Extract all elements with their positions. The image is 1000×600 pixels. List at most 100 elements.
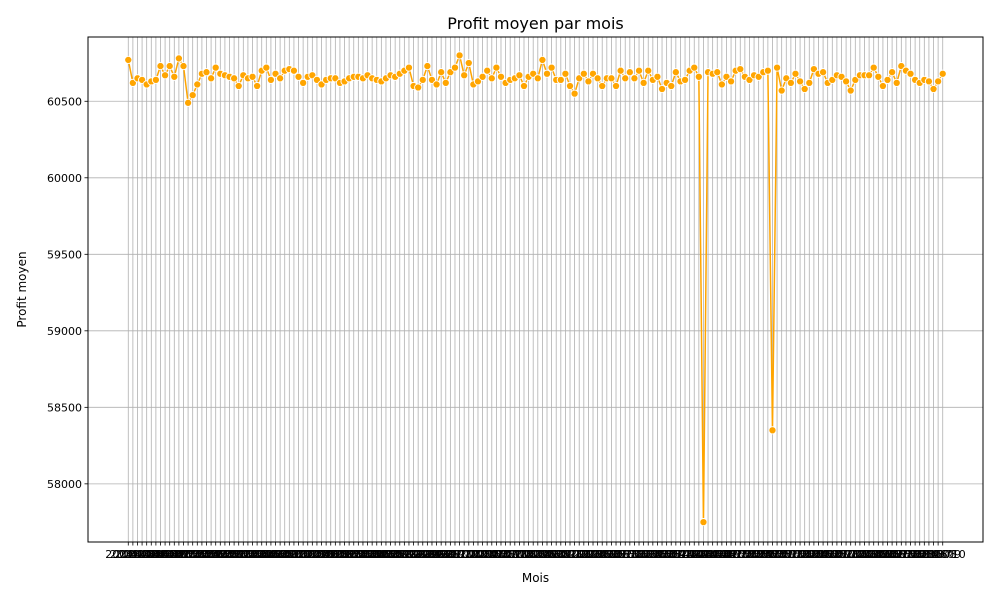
x-tick-label: 2009-05 bbox=[400, 548, 446, 561]
x-tick-label: 2008-05 bbox=[345, 548, 391, 561]
x-tick-label: 2017-09 bbox=[860, 548, 906, 561]
data-point bbox=[874, 72, 883, 81]
x-tick-label: 2004-02 bbox=[110, 548, 156, 561]
x-tick-label: 2010-08 bbox=[469, 548, 515, 561]
x-tick-label: 2010-12 bbox=[487, 548, 533, 561]
x-tick-label: 2006-06 bbox=[239, 548, 285, 561]
data-point bbox=[294, 72, 303, 81]
y-tick-label: 60000 bbox=[47, 172, 82, 185]
data-point bbox=[170, 72, 179, 81]
data-point bbox=[248, 72, 257, 81]
y-tick-label: 58500 bbox=[47, 401, 82, 414]
data-point bbox=[938, 69, 947, 78]
data-point bbox=[478, 72, 487, 81]
x-tick-label: 2007-05 bbox=[289, 548, 335, 561]
x-tick-label: 2008-08 bbox=[358, 548, 404, 561]
plot-frame bbox=[87, 36, 984, 543]
data-point bbox=[174, 54, 183, 63]
x-tick-label: 2011-08 bbox=[524, 548, 570, 561]
data-point bbox=[630, 74, 639, 83]
x-tick-label: 2013-03 bbox=[611, 548, 657, 561]
data-point bbox=[653, 72, 662, 81]
data-point bbox=[607, 74, 616, 83]
x-gridlines bbox=[127, 37, 944, 542]
data-point bbox=[621, 74, 630, 83]
data-point bbox=[450, 63, 460, 72]
data-point bbox=[846, 86, 855, 95]
x-tick-label: 2014-11 bbox=[703, 548, 749, 561]
data-point bbox=[570, 89, 579, 98]
x-tick-label: 2018-01 bbox=[878, 548, 924, 561]
data-point bbox=[699, 518, 708, 527]
x-tick-label: 2017-03 bbox=[832, 548, 878, 561]
x-tick-label: 2009-09 bbox=[418, 548, 464, 561]
x-tick-label: 2006-04 bbox=[230, 548, 276, 561]
data-point bbox=[883, 75, 892, 84]
x-tick-label: 2007-02 bbox=[276, 548, 322, 561]
y-tick-label: 59500 bbox=[47, 248, 82, 261]
x-tick-label: 2017-11 bbox=[869, 548, 915, 561]
data-point bbox=[266, 75, 275, 84]
data-point bbox=[404, 63, 414, 72]
y-tick-label: 59000 bbox=[47, 325, 82, 338]
x-tick-label: 2006-03 bbox=[225, 548, 271, 561]
data-point bbox=[671, 68, 680, 77]
x-tick-label: 2013-02 bbox=[607, 548, 653, 561]
x-tick-label: 2013-01 bbox=[602, 548, 648, 561]
x-tick-label: 2007-11 bbox=[317, 548, 363, 561]
x-tick-label: 2016-08 bbox=[800, 548, 846, 561]
data-point bbox=[561, 69, 570, 78]
x-tick-label: 2007-09 bbox=[308, 548, 354, 561]
x-tick-label: 2011-01 bbox=[492, 548, 538, 561]
data-point bbox=[924, 77, 933, 86]
x-tick-label: 2005-04 bbox=[174, 548, 220, 561]
data-point bbox=[441, 78, 450, 87]
data-point bbox=[869, 63, 878, 72]
x-tick-label: 2014-06 bbox=[680, 548, 726, 561]
data-point bbox=[230, 74, 239, 83]
x-tick-label: 2009-10 bbox=[423, 548, 469, 561]
x-tick-label: 2017-04 bbox=[837, 548, 883, 561]
x-tick-label: 2017-07 bbox=[851, 548, 897, 561]
data-point bbox=[763, 66, 772, 75]
x-tick-label: 2014-09 bbox=[694, 548, 740, 561]
x-tick-label: 2006-09 bbox=[253, 548, 299, 561]
x-tick-label: 2004-11 bbox=[151, 548, 197, 561]
data-point bbox=[639, 78, 648, 87]
x-tick-label: 2011-02 bbox=[496, 548, 542, 561]
series-layer bbox=[124, 51, 947, 527]
data-point bbox=[796, 77, 805, 86]
x-tick-label: 2011-03 bbox=[501, 548, 547, 561]
data-point bbox=[547, 63, 556, 72]
data-point bbox=[579, 69, 588, 78]
data-point bbox=[727, 77, 736, 86]
x-tick-label: 2005-05 bbox=[179, 548, 225, 561]
x-tick-label: 2012-08 bbox=[579, 548, 625, 561]
x-tick-label: 2007-12 bbox=[322, 548, 368, 561]
x-tick-label: 2008-07 bbox=[354, 548, 400, 561]
x-tick-label: 2018-06 bbox=[901, 548, 947, 561]
x-tick-label: 2006-01 bbox=[216, 548, 262, 561]
data-point bbox=[934, 77, 943, 86]
data-point bbox=[418, 75, 427, 84]
x-tick-label: 2010-02 bbox=[441, 548, 487, 561]
x-tick-label: 2007-04 bbox=[285, 548, 331, 561]
x-tick-label: 2005-12 bbox=[211, 548, 257, 561]
x-tick-label: 2014-02 bbox=[662, 548, 708, 561]
data-point bbox=[179, 62, 188, 71]
x-tick-label: 2005-02 bbox=[165, 548, 211, 561]
data-point bbox=[657, 84, 667, 94]
x-tick-label: 2016-10 bbox=[809, 548, 855, 561]
data-point bbox=[736, 65, 745, 74]
x-tick-label: 2010-01 bbox=[437, 548, 483, 561]
x-tick-label: 2015-04 bbox=[726, 548, 772, 561]
x-tick-label: 2013-05 bbox=[621, 548, 667, 561]
x-tick-label: 2016-05 bbox=[786, 548, 832, 561]
x-tick-label: 2011-10 bbox=[533, 548, 579, 561]
x-tick-label: 2014-05 bbox=[676, 548, 722, 561]
x-tick-label: 2009-07 bbox=[409, 548, 455, 561]
data-point bbox=[253, 81, 262, 91]
x-tick-label: 2010-07 bbox=[464, 548, 510, 561]
data-point bbox=[713, 68, 722, 77]
x-tick-label: 2011-06 bbox=[515, 548, 561, 561]
